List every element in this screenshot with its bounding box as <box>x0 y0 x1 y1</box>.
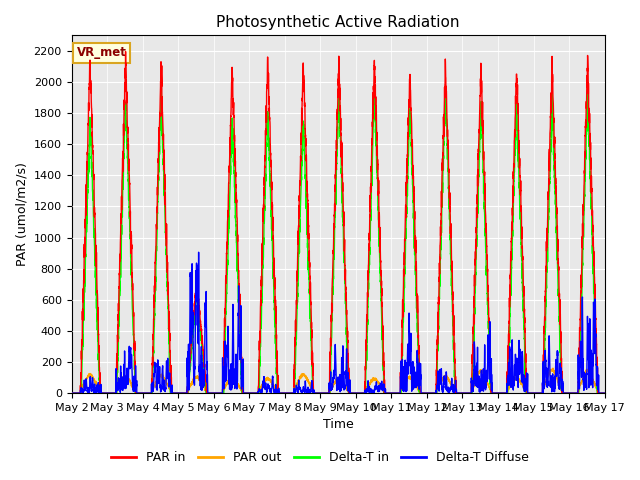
Delta-T Diffuse <box>600 390 608 396</box>
Line: PAR out: PAR out <box>72 368 605 393</box>
Delta-T in <box>458 390 465 396</box>
PAR in <box>488 390 495 396</box>
Delta-T in <box>163 279 171 285</box>
Delta-T in <box>428 390 436 396</box>
Line: PAR in: PAR in <box>72 51 605 393</box>
PAR in <box>428 390 436 396</box>
Delta-T in <box>335 84 342 89</box>
Delta-T in <box>601 390 609 396</box>
PAR in <box>458 390 465 396</box>
PAR out <box>428 390 436 396</box>
PAR out <box>601 390 609 396</box>
Delta-T Diffuse <box>428 390 436 396</box>
Title: Photosynthetic Active Radiation: Photosynthetic Active Radiation <box>216 15 460 30</box>
Delta-T in <box>600 390 608 396</box>
Line: Delta-T Diffuse: Delta-T Diffuse <box>72 252 605 393</box>
Delta-T in <box>318 390 326 396</box>
PAR in <box>164 262 172 268</box>
PAR out <box>318 390 326 396</box>
Delta-T Diffuse <box>601 390 609 396</box>
PAR in <box>122 48 129 54</box>
PAR out <box>549 365 557 371</box>
Line: Delta-T in: Delta-T in <box>72 86 605 393</box>
Delta-T Diffuse <box>195 249 202 255</box>
PAR out <box>163 380 171 386</box>
PAR out <box>68 390 76 396</box>
Delta-T in <box>488 390 495 396</box>
PAR in <box>318 390 326 396</box>
PAR in <box>600 390 608 396</box>
Y-axis label: PAR (umol/m2/s): PAR (umol/m2/s) <box>15 162 28 266</box>
Delta-T Diffuse <box>163 366 171 372</box>
Legend: PAR in, PAR out, Delta-T in, Delta-T Diffuse: PAR in, PAR out, Delta-T in, Delta-T Dif… <box>106 446 534 469</box>
PAR in <box>68 390 76 396</box>
X-axis label: Time: Time <box>323 419 353 432</box>
Delta-T Diffuse <box>318 390 326 396</box>
PAR out <box>488 390 495 396</box>
PAR in <box>601 390 609 396</box>
Delta-T Diffuse <box>68 390 76 396</box>
PAR out <box>458 390 465 396</box>
Delta-T Diffuse <box>488 372 495 377</box>
Delta-T Diffuse <box>458 390 465 396</box>
Text: VR_met: VR_met <box>77 46 127 59</box>
PAR out <box>600 390 608 396</box>
Delta-T in <box>68 390 76 396</box>
